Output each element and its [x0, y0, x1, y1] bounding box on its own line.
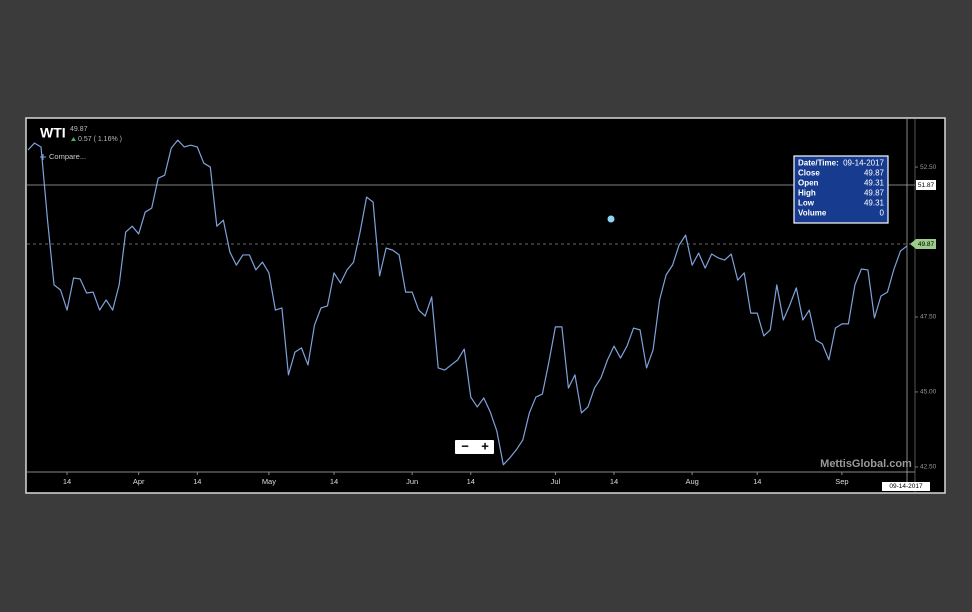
crosshair-price: 51.87: [918, 182, 935, 189]
tooltip-label: Volume: [798, 209, 827, 218]
tooltip-value: 49.31: [864, 199, 885, 208]
crosshair-date-box: [882, 482, 930, 491]
x-tick-label: Aug: [685, 477, 698, 486]
x-tick-label: 14: [610, 477, 618, 486]
compare-icon: [40, 154, 46, 160]
crosshair-date: 09-14-2017: [889, 483, 923, 490]
zoom-in[interactable]: +: [481, 438, 489, 453]
x-tick-label: 14: [753, 477, 761, 486]
tooltip: Date/Time: 09-14-2017 Close 49.87 Open 49.31 H…: [793, 155, 889, 224]
last-price-box: [910, 239, 936, 249]
tooltip-value: 09-14-2017: [843, 159, 884, 168]
tooltip-label: High: [798, 189, 816, 198]
cursor-dot: [607, 215, 615, 223]
x-tick-label: 14: [330, 477, 338, 486]
tooltip-label: Open: [798, 179, 819, 188]
compare-button[interactable]: Compare...: [40, 152, 86, 161]
compare-label[interactable]: Compare...: [49, 152, 86, 161]
x-tick-label: Apr: [133, 477, 145, 486]
tooltip-value: 0: [880, 209, 885, 218]
chart-panel: [25, 117, 946, 494]
tooltip-value: 49.87: [864, 189, 885, 198]
zoom-box: [455, 440, 494, 454]
price-change: 0.57 ( 1.16% ): [78, 136, 122, 143]
tooltip-label: Low: [798, 199, 815, 208]
zoom-controls: − +: [455, 438, 494, 454]
zoom-out[interactable]: −: [461, 438, 469, 453]
crosshair-price-box: [916, 180, 936, 190]
y-tick-label: 45.00: [920, 389, 937, 396]
tooltip-label: Close: [798, 169, 820, 178]
x-tick-label: May: [262, 477, 276, 486]
x-tick-label: 14: [63, 477, 71, 486]
x-tick-label: Jul: [551, 477, 561, 486]
tooltip-box: [793, 155, 889, 224]
x-tick-label: Jun: [406, 477, 418, 486]
y-tick-label: 42.50: [920, 464, 937, 471]
last-price: 49.87: [70, 126, 88, 133]
symbol: WTI: [40, 125, 66, 141]
watermark: MettisGlobal.com: [820, 458, 912, 470]
tooltip-value: 49.31: [864, 179, 885, 188]
tooltip-label: Date/Time:: [798, 159, 839, 168]
x-tick-label: Sep: [835, 477, 848, 486]
tooltip-value: 49.87: [864, 169, 885, 178]
last-price-label: 49.87: [918, 241, 935, 248]
x-tick-label: 14: [193, 477, 201, 486]
y-tick-label: 47.50: [920, 314, 937, 321]
y-tick-label: 52.50: [920, 164, 937, 171]
x-tick-label: 14: [467, 477, 475, 486]
up-arrow: [71, 137, 76, 141]
price-line: [27, 139, 908, 466]
